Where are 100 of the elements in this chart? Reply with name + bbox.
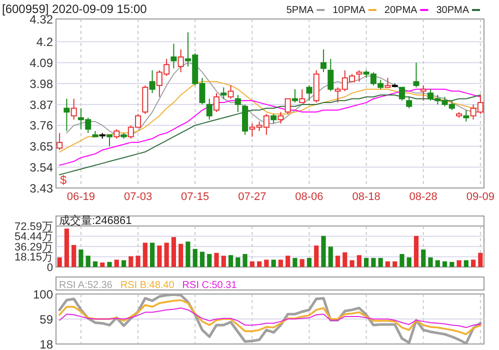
x-tick-label: 07-27 <box>238 191 266 203</box>
candlestick <box>270 113 277 124</box>
x-tick-label: 07-15 <box>181 191 210 203</box>
candlestick <box>398 86 405 102</box>
bar <box>271 260 276 267</box>
bar <box>214 252 219 267</box>
candlestick <box>463 110 470 122</box>
bar <box>178 244 184 267</box>
y-tick-label: 4.2 <box>36 35 54 50</box>
bar <box>100 262 105 267</box>
y-tick-label: 100 <box>32 287 54 302</box>
bar <box>406 257 412 267</box>
bar <box>121 260 126 267</box>
y-tick-label: 0 <box>46 262 53 274</box>
series-label: RSI B:48.40 <box>120 280 175 291</box>
legend-label: 30PMA <box>436 5 470 16</box>
bar <box>257 261 262 267</box>
bar <box>107 262 112 267</box>
bar <box>186 242 190 267</box>
series-label: RSI C:50.31 <box>182 280 238 291</box>
candlestick <box>234 94 241 113</box>
bar <box>207 254 212 267</box>
candlestick <box>114 128 120 140</box>
x-tick-label: 08-18 <box>352 191 380 203</box>
bar <box>421 249 426 267</box>
bar <box>435 260 440 267</box>
bar <box>236 257 240 267</box>
candlestick <box>356 70 362 82</box>
bar <box>221 256 226 267</box>
bar <box>57 257 62 267</box>
bar <box>314 246 319 267</box>
series-label: RSI A:52.36 <box>59 280 113 291</box>
legend-label: 5PMA <box>286 5 314 16</box>
bar <box>400 254 404 267</box>
bar <box>128 256 134 267</box>
bar <box>171 237 176 267</box>
y-tick-label: 54.44万 <box>14 231 53 244</box>
candlestick <box>106 134 112 147</box>
bar <box>200 252 205 267</box>
y-tick-label: 72.59万 <box>14 220 53 233</box>
y-tick-label: 4.09 <box>30 56 54 70</box>
bar <box>300 259 304 267</box>
candlestick <box>413 62 420 88</box>
line-series <box>59 94 481 176</box>
candlestick <box>206 98 212 120</box>
bar <box>356 255 362 267</box>
y-tick-label: 3.65 <box>30 140 54 154</box>
candlestick <box>214 92 220 113</box>
bar <box>456 260 462 267</box>
y-tick-label: 3.54 <box>30 160 54 174</box>
y-tick-label: 18 <box>40 337 54 350</box>
bar <box>142 242 148 267</box>
bar <box>242 254 248 267</box>
bar <box>157 246 162 267</box>
bar <box>264 260 269 267</box>
bar <box>414 236 419 267</box>
bar <box>364 258 369 267</box>
bar <box>72 244 76 267</box>
bar <box>192 248 198 267</box>
line-series <box>59 88 481 166</box>
y-tick-label: 36.29万 <box>14 241 53 254</box>
bar <box>371 258 376 267</box>
candlestick <box>170 43 177 69</box>
candlestick <box>328 58 334 92</box>
candlestick <box>70 98 77 120</box>
bar <box>64 228 69 267</box>
candlestick <box>228 84 234 100</box>
candlestick <box>278 112 284 124</box>
line-series <box>59 308 481 328</box>
bar <box>86 256 90 267</box>
bar <box>471 260 476 267</box>
candlestick <box>420 84 426 102</box>
bar <box>250 261 254 267</box>
y-tick-label: 3.43 <box>30 181 54 196</box>
annotation: $ <box>60 173 67 187</box>
x-tick-label: 09-09 <box>466 191 495 203</box>
candlestick <box>149 70 156 94</box>
candlestick <box>292 88 298 104</box>
bar <box>278 260 283 267</box>
candlestick <box>299 88 306 104</box>
bar <box>342 252 348 267</box>
bar <box>464 260 468 267</box>
bar <box>228 255 234 267</box>
legend-label: 20PMA <box>384 5 418 16</box>
bar <box>378 258 383 267</box>
bar <box>114 260 119 267</box>
bar <box>150 242 155 267</box>
x-tick-label: 06-19 <box>66 191 96 203</box>
legend-label: 10PMA <box>332 5 366 16</box>
y-tick-label: 3.98 <box>30 76 54 91</box>
bar <box>292 258 298 267</box>
bar <box>328 246 333 267</box>
x-tick-label: 07-03 <box>124 191 152 203</box>
x-tick-label: 08-28 <box>409 191 438 203</box>
bar <box>321 236 326 267</box>
y-tick-label: 3.87 <box>30 98 54 112</box>
bar <box>136 256 140 267</box>
candlestick <box>306 84 312 102</box>
bar <box>286 256 290 267</box>
candlestick <box>384 77 391 88</box>
